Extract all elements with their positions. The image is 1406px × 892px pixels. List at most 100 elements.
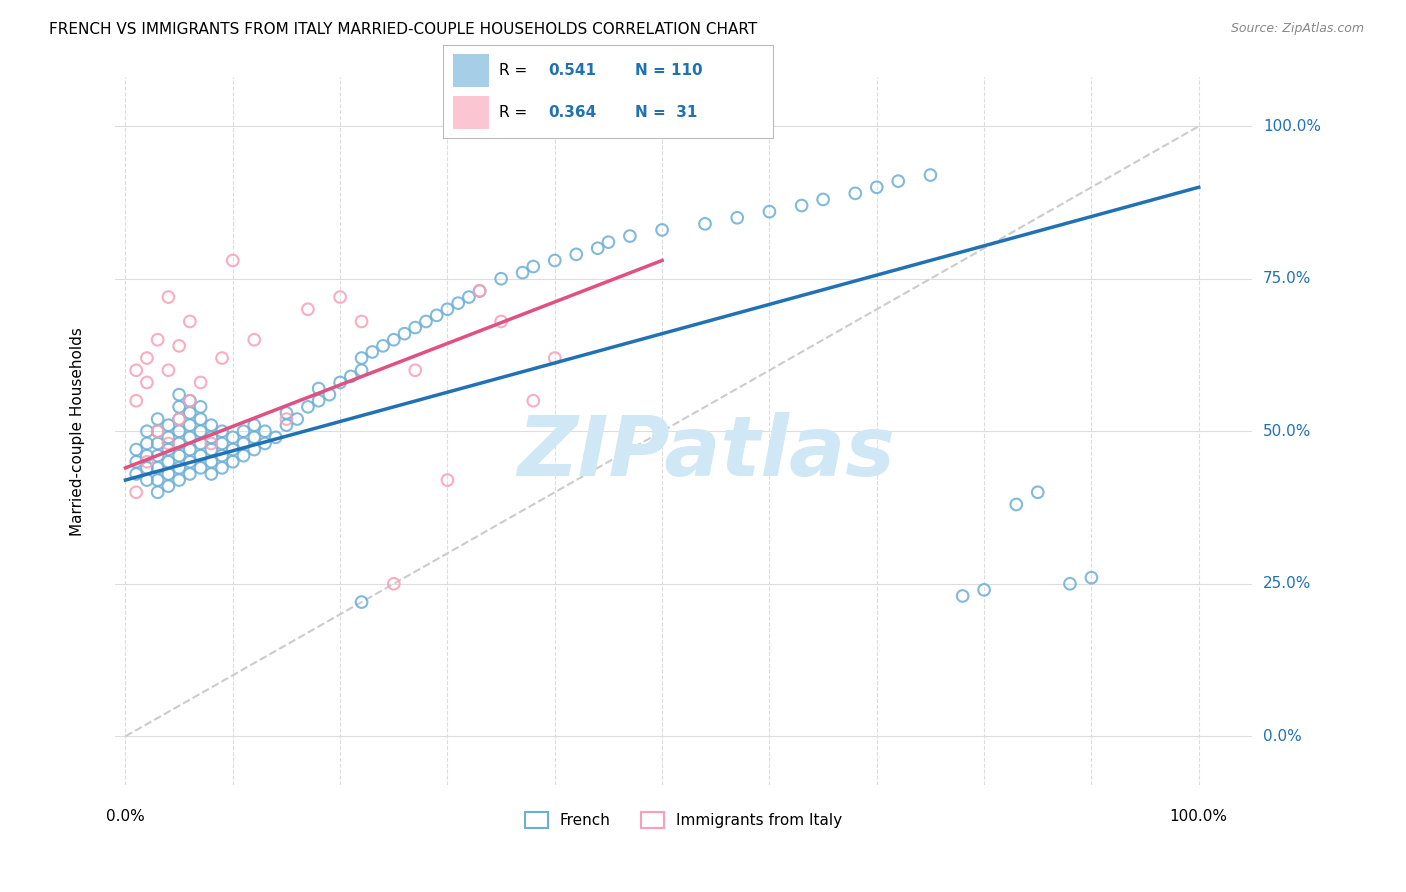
- Point: [920, 168, 942, 182]
- Point: [598, 235, 620, 249]
- Point: [350, 363, 373, 377]
- Point: [125, 442, 148, 457]
- Text: FRENCH VS IMMIGRANTS FROM ITALY MARRIED-COUPLE HOUSEHOLDS CORRELATION CHART: FRENCH VS IMMIGRANTS FROM ITALY MARRIED-…: [49, 22, 758, 37]
- Point: [167, 339, 190, 353]
- Text: Source: ZipAtlas.com: Source: ZipAtlas.com: [1230, 22, 1364, 36]
- Point: [243, 430, 266, 444]
- Point: [146, 473, 169, 487]
- Point: [725, 211, 748, 225]
- Text: 75.0%: 75.0%: [1263, 271, 1312, 286]
- Point: [844, 186, 866, 201]
- Point: [285, 412, 308, 426]
- Point: [522, 393, 544, 408]
- Point: [200, 418, 222, 433]
- Point: [135, 449, 157, 463]
- Point: [146, 449, 169, 463]
- Point: [297, 400, 319, 414]
- Point: [350, 351, 373, 365]
- Point: [125, 363, 148, 377]
- Point: [436, 473, 458, 487]
- Point: [222, 455, 245, 469]
- Point: [211, 461, 233, 475]
- Text: 100.0%: 100.0%: [1263, 119, 1322, 134]
- Point: [146, 424, 169, 438]
- Point: [146, 412, 169, 426]
- Text: 0.0%: 0.0%: [1263, 729, 1302, 744]
- Point: [167, 449, 190, 463]
- Point: [200, 436, 222, 450]
- Point: [222, 430, 245, 444]
- Text: 100.0%: 100.0%: [1170, 810, 1227, 824]
- Point: [135, 351, 157, 365]
- Point: [866, 180, 889, 194]
- Point: [232, 449, 254, 463]
- Point: [179, 455, 201, 469]
- Point: [790, 198, 813, 212]
- Point: [179, 393, 201, 408]
- Point: [157, 436, 180, 450]
- Point: [887, 174, 910, 188]
- Point: [276, 412, 298, 426]
- Point: [211, 424, 233, 438]
- Text: Married-couple Households: Married-couple Households: [70, 326, 84, 536]
- Point: [253, 436, 276, 450]
- Point: [167, 412, 190, 426]
- Point: [619, 229, 641, 244]
- Point: [758, 204, 780, 219]
- Point: [167, 387, 190, 401]
- Point: [179, 406, 201, 420]
- Point: [232, 424, 254, 438]
- Point: [190, 412, 212, 426]
- Point: [125, 455, 148, 469]
- Point: [190, 461, 212, 475]
- Point: [125, 485, 148, 500]
- Point: [135, 473, 157, 487]
- Point: [512, 266, 534, 280]
- Point: [382, 576, 405, 591]
- Point: [167, 436, 190, 450]
- Point: [167, 461, 190, 475]
- Point: [371, 339, 394, 353]
- Point: [157, 290, 180, 304]
- Point: [135, 424, 157, 438]
- Point: [544, 253, 567, 268]
- Point: [426, 309, 449, 323]
- Point: [586, 241, 609, 255]
- Point: [404, 320, 426, 334]
- Point: [146, 485, 169, 500]
- Point: [565, 247, 588, 261]
- Point: [157, 479, 180, 493]
- Point: [167, 473, 190, 487]
- Point: [811, 193, 834, 207]
- Point: [190, 436, 212, 450]
- Point: [350, 314, 373, 328]
- Point: [167, 412, 190, 426]
- Point: [157, 418, 180, 433]
- Point: [264, 430, 287, 444]
- Point: [1080, 571, 1102, 585]
- Text: ZIPatlas: ZIPatlas: [517, 412, 896, 493]
- Point: [1059, 576, 1081, 591]
- Text: 50.0%: 50.0%: [1263, 424, 1312, 439]
- Point: [308, 393, 330, 408]
- Text: R =: R =: [499, 62, 533, 78]
- Text: N =  31: N = 31: [634, 105, 697, 120]
- Point: [468, 284, 491, 298]
- Point: [415, 314, 437, 328]
- Point: [243, 442, 266, 457]
- Point: [200, 467, 222, 481]
- Point: [167, 424, 190, 438]
- Text: R =: R =: [499, 105, 533, 120]
- Text: 25.0%: 25.0%: [1263, 576, 1312, 591]
- Point: [211, 351, 233, 365]
- Point: [222, 442, 245, 457]
- Point: [179, 467, 201, 481]
- Bar: [453, 54, 489, 87]
- Text: 0.0%: 0.0%: [105, 810, 145, 824]
- Point: [651, 223, 673, 237]
- Point: [200, 442, 222, 457]
- Legend: French, Immigrants from Italy: French, Immigrants from Italy: [519, 805, 849, 834]
- Point: [1005, 498, 1028, 512]
- Point: [179, 418, 201, 433]
- Point: [468, 284, 491, 298]
